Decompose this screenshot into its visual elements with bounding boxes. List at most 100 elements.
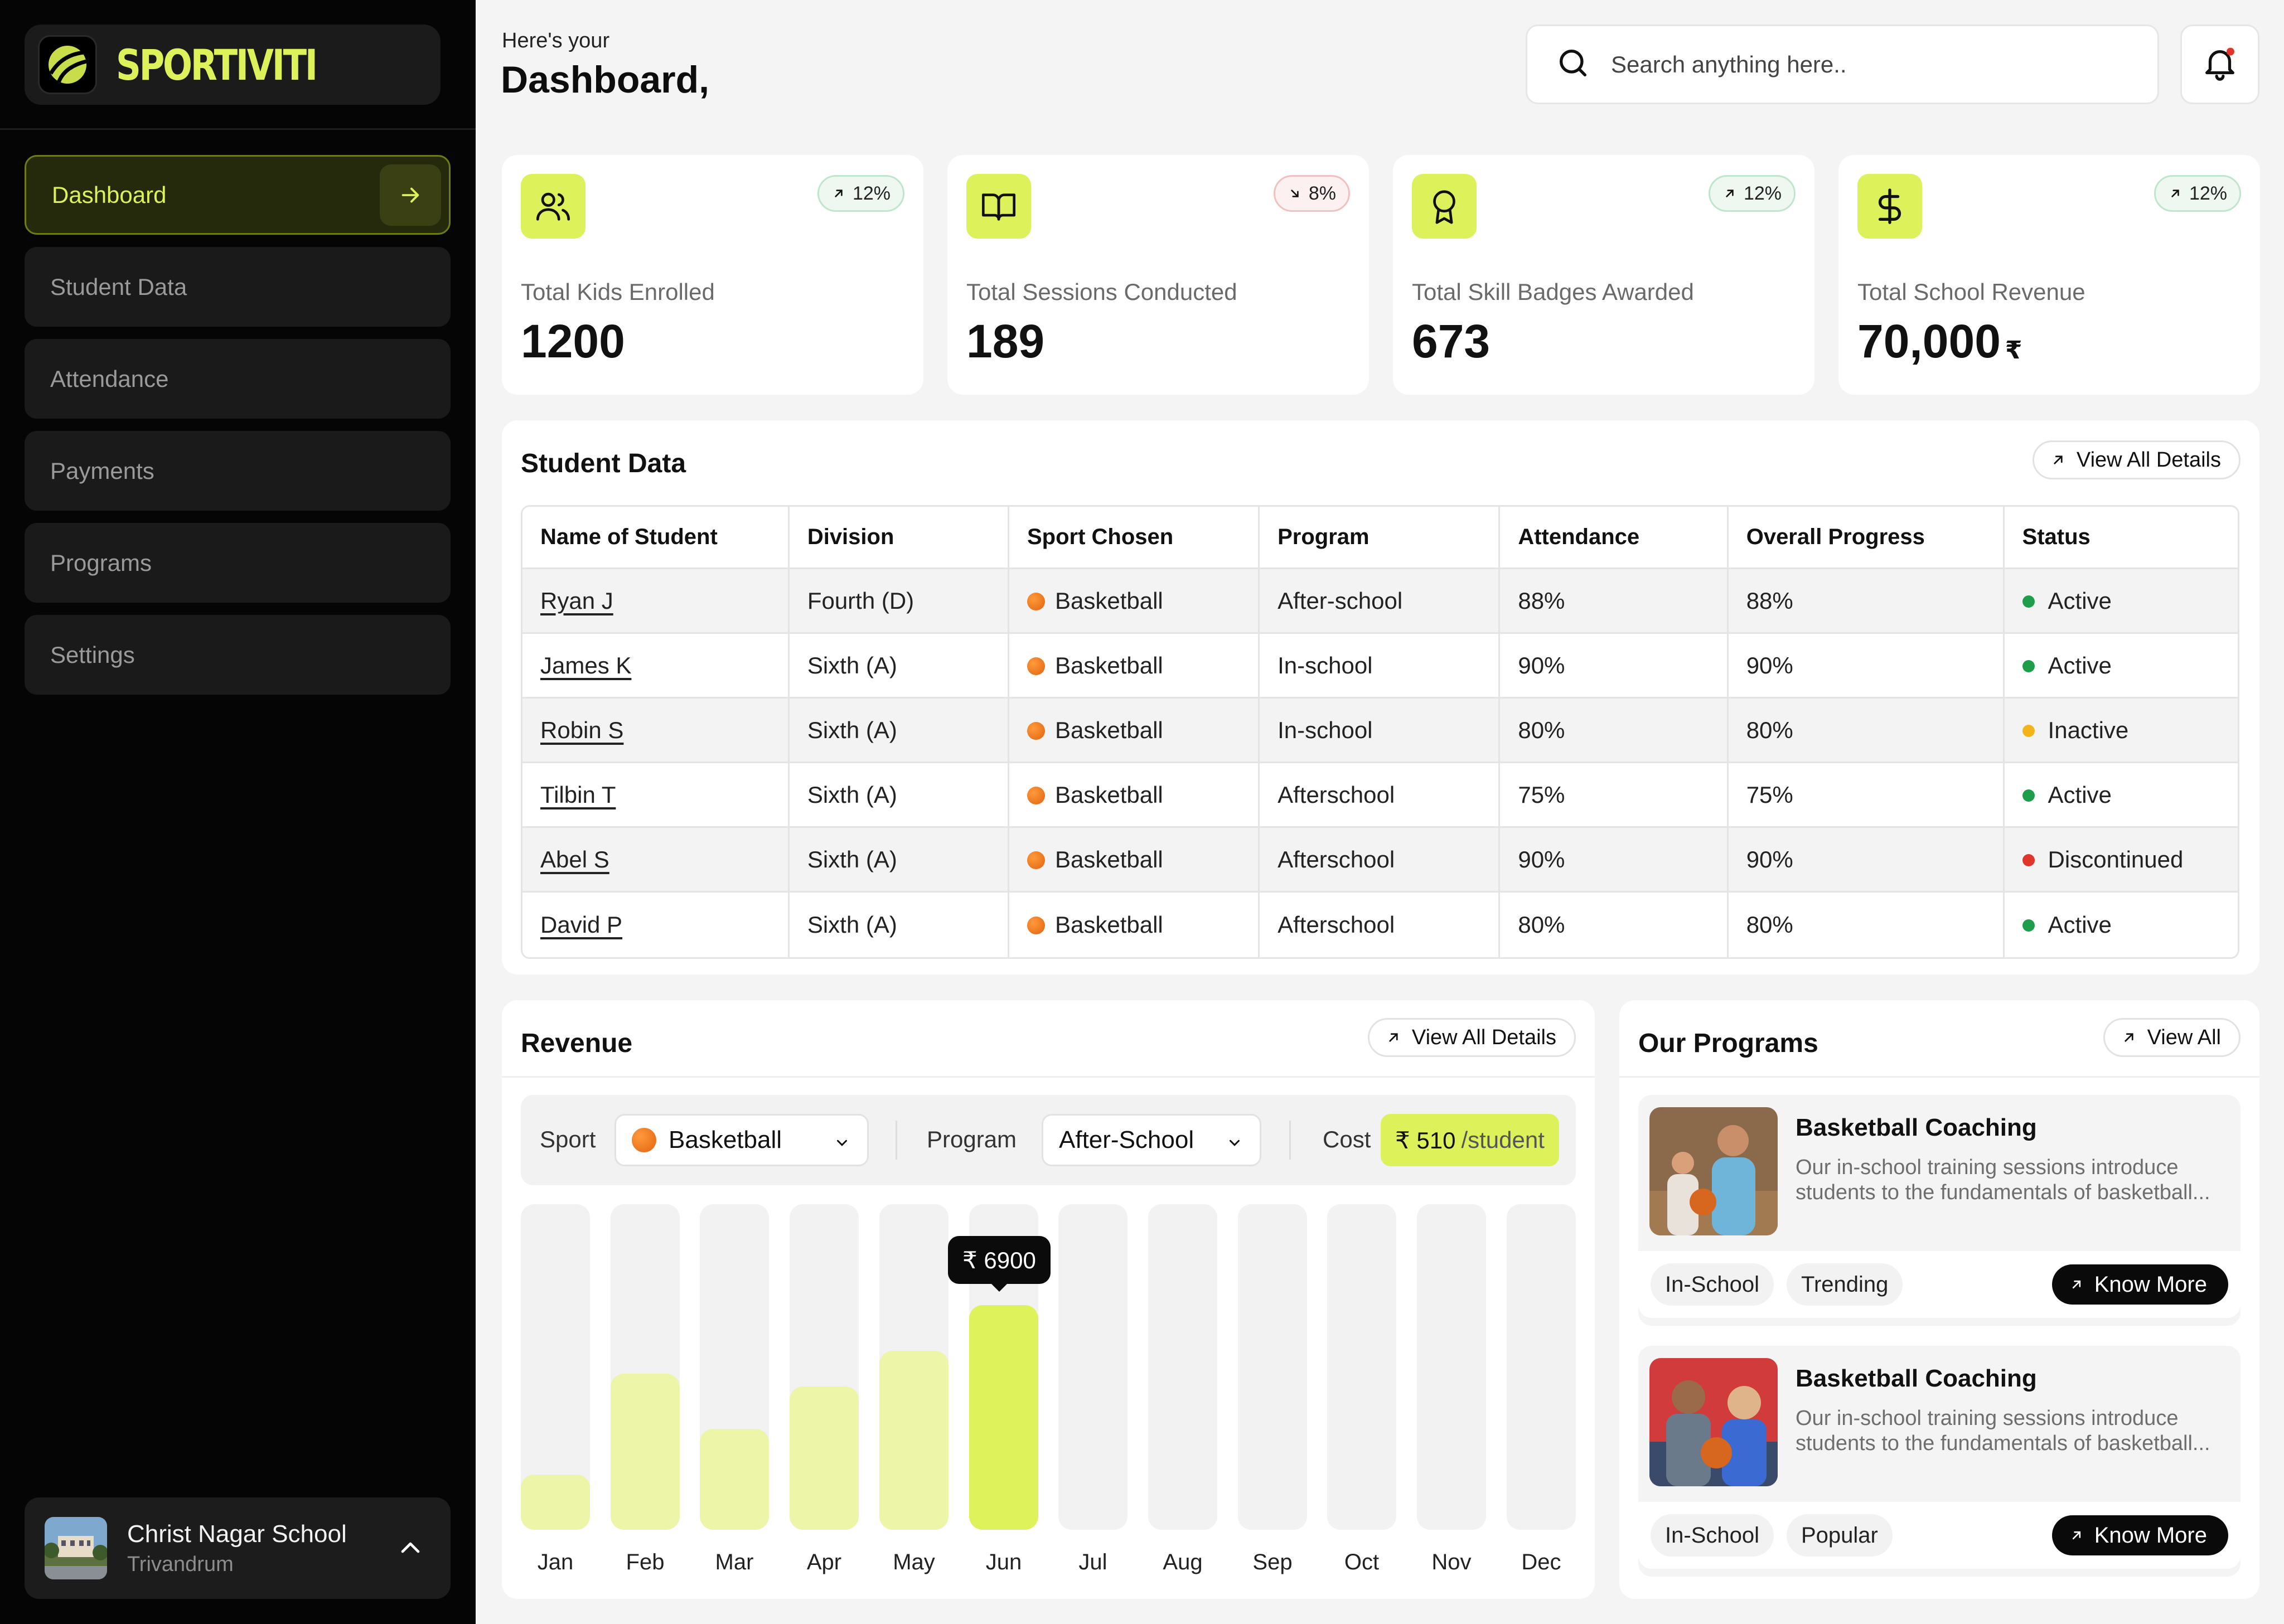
cell-text: Ryan J bbox=[540, 587, 613, 614]
stat-card-sessions-conducted[interactable]: 8% Total Sessions Conducted 189 bbox=[947, 155, 1369, 395]
program-card-footer: In-School Popular Know More bbox=[1638, 1502, 2241, 1569]
stat-value: 189 bbox=[966, 315, 1045, 367]
sidebar-item-dashboard[interactable]: Dashboard bbox=[25, 155, 451, 235]
sidebar-item-student-data[interactable]: Student Data bbox=[25, 247, 451, 327]
table-row[interactable]: David P Sixth (A) Basketball Afterschool 80%… bbox=[522, 893, 2238, 957]
brand-block[interactable]: SPORTIVITI bbox=[25, 25, 441, 105]
bar-track-jul[interactable] bbox=[1058, 1204, 1128, 1530]
bar-feb[interactable] bbox=[611, 1374, 680, 1530]
dollar-icon bbox=[1857, 174, 1922, 239]
bar-track-dec[interactable] bbox=[1507, 1204, 1576, 1530]
bar-track-jan[interactable] bbox=[521, 1204, 590, 1530]
cell-name[interactable]: Ryan J bbox=[522, 569, 790, 634]
program-description: Our in-school training sessions introduc… bbox=[1796, 1407, 2210, 1455]
sidebar-item-label: Student Data bbox=[50, 273, 187, 300]
know-more-button[interactable]: Know More bbox=[2051, 1264, 2228, 1305]
column-header[interactable]: Attendance bbox=[1500, 507, 1729, 569]
search-input[interactable] bbox=[1611, 51, 2113, 78]
status-dot bbox=[2022, 660, 2035, 672]
table-row[interactable]: Ryan J Fourth (D) Basketball After-school 88… bbox=[522, 569, 2238, 634]
change-badge: 12% bbox=[1708, 175, 1796, 212]
cell-text: After-school bbox=[1278, 587, 1403, 614]
stat-card-skill-badges[interactable]: 12% Total Skill Badges Awarded 673 bbox=[1393, 155, 1814, 395]
cell-text: Basketball bbox=[1054, 652, 1163, 678]
x-tick-label: Feb bbox=[626, 1550, 665, 1574]
column-header[interactable]: Name of Student bbox=[522, 507, 790, 569]
bell-icon bbox=[2200, 43, 2239, 85]
cell-name[interactable]: James K bbox=[522, 634, 790, 699]
column-header[interactable]: Program bbox=[1260, 507, 1501, 569]
x-tick-label: Dec bbox=[1521, 1550, 1561, 1574]
bar-may[interactable] bbox=[879, 1351, 949, 1530]
notifications-button[interactable] bbox=[2180, 25, 2259, 104]
bar-apr[interactable] bbox=[790, 1387, 859, 1530]
cell-name[interactable]: Abel S bbox=[522, 828, 790, 893]
bar-track-feb[interactable] bbox=[611, 1204, 680, 1530]
change-value: 12% bbox=[852, 182, 891, 204]
bar-jan[interactable] bbox=[521, 1475, 590, 1530]
stat-card-kids-enrolled[interactable]: 12% Total Kids Enrolled 1200 bbox=[502, 155, 923, 395]
cell-text: Active bbox=[2048, 652, 2112, 678]
program-card[interactable]: Basketball Coaching Our in-school traini… bbox=[1638, 1346, 2241, 1577]
x-tick-label: Jul bbox=[1078, 1550, 1107, 1574]
bar-track-oct[interactable] bbox=[1327, 1204, 1396, 1530]
bar-track-mar[interactable] bbox=[700, 1204, 769, 1530]
cell-text: Afterschool bbox=[1278, 781, 1395, 808]
bar-track-nov[interactable] bbox=[1417, 1204, 1486, 1530]
school-switcher[interactable]: Christ Nagar School Trivandrum bbox=[25, 1497, 451, 1599]
sidebar-item-payments[interactable]: Payments bbox=[25, 431, 451, 511]
cell-text: James K bbox=[540, 652, 632, 678]
program-select[interactable]: After-School bbox=[1042, 1114, 1261, 1166]
column-header[interactable]: Overall Progress bbox=[1728, 507, 2005, 569]
chevron-down-icon bbox=[1230, 1140, 1240, 1146]
column-header[interactable]: Division bbox=[789, 507, 1009, 569]
column-header[interactable]: Sport Chosen bbox=[1009, 507, 1260, 569]
cell-attendance: 90% bbox=[1500, 634, 1729, 699]
cell-text: Active bbox=[2048, 587, 2112, 614]
table-row[interactable]: Abel S Sixth (A) Basketball Afterschool 90% 9… bbox=[522, 828, 2238, 893]
search-bar[interactable] bbox=[1526, 25, 2159, 104]
program-card[interactable]: Basketball Coaching Our in-school traini… bbox=[1638, 1095, 2241, 1326]
bar-track-apr[interactable] bbox=[790, 1204, 859, 1530]
sidebar-item-settings[interactable]: Settings bbox=[25, 615, 451, 695]
stat-card-school-revenue[interactable]: 12% Total School Revenue 70,000 ₹ bbox=[1838, 155, 2260, 395]
sidebar-item-attendance[interactable]: Attendance bbox=[25, 339, 451, 419]
arrow-up-right-icon bbox=[2054, 455, 2063, 464]
chevron-up-icon[interactable] bbox=[395, 1532, 426, 1566]
cell-program: Afterschool bbox=[1260, 893, 1501, 957]
award-icon bbox=[1412, 174, 1477, 239]
cell-text: Basketball bbox=[1054, 716, 1163, 743]
table-row[interactable]: James K Sixth (A) Basketball In-school 90% 90… bbox=[522, 634, 2238, 699]
stat-value: 1200 bbox=[521, 315, 625, 367]
cell-division: Sixth (A) bbox=[789, 763, 1009, 828]
cell-text: Sixth (A) bbox=[807, 846, 897, 872]
sport-select[interactable]: Basketball bbox=[614, 1114, 869, 1166]
bar-track-aug[interactable] bbox=[1148, 1204, 1217, 1530]
view-all-details-button[interactable]: View All Details bbox=[2032, 440, 2241, 479]
arrow-right-icon[interactable] bbox=[380, 164, 441, 226]
bar-jun[interactable] bbox=[969, 1305, 1038, 1530]
cell-status: Discontinued bbox=[2004, 828, 2238, 893]
sidebar-item-programs[interactable]: Programs bbox=[25, 523, 451, 603]
cell-name[interactable]: David P bbox=[522, 893, 790, 957]
table-row[interactable]: Robin S Sixth (A) Basketball In-school 80% 80… bbox=[522, 699, 2238, 763]
cell-status: Active bbox=[2004, 763, 2238, 828]
program-tag: Popular bbox=[1787, 1514, 1893, 1557]
student-data-panel: Student Data View All Details Name of St… bbox=[502, 420, 2259, 975]
sidebar-item-label: Programs bbox=[50, 549, 152, 576]
cell-sport: Basketball bbox=[1009, 699, 1260, 763]
cell-text: Active bbox=[2048, 781, 2112, 808]
column-header[interactable]: Status bbox=[2004, 507, 2238, 569]
view-all-details-button[interactable]: View All Details bbox=[1367, 1018, 1576, 1057]
program-title: Basketball Coaching bbox=[1796, 1114, 2037, 1141]
bar-track-may[interactable] bbox=[879, 1204, 949, 1530]
cell-name[interactable]: Tilbin T bbox=[522, 763, 790, 828]
sport-select-value: Basketball bbox=[669, 1126, 782, 1153]
cost-badge: ₹ 510 /student bbox=[1381, 1114, 1559, 1166]
cell-name[interactable]: Robin S bbox=[522, 699, 790, 763]
bar-track-sep[interactable] bbox=[1238, 1204, 1307, 1530]
bar-mar[interactable] bbox=[700, 1429, 769, 1530]
know-more-button[interactable]: Know More bbox=[2051, 1515, 2228, 1555]
view-all-button[interactable]: View All bbox=[2103, 1018, 2241, 1057]
table-row[interactable]: Tilbin T Sixth (A) Basketball Afterschool 75… bbox=[522, 763, 2238, 828]
